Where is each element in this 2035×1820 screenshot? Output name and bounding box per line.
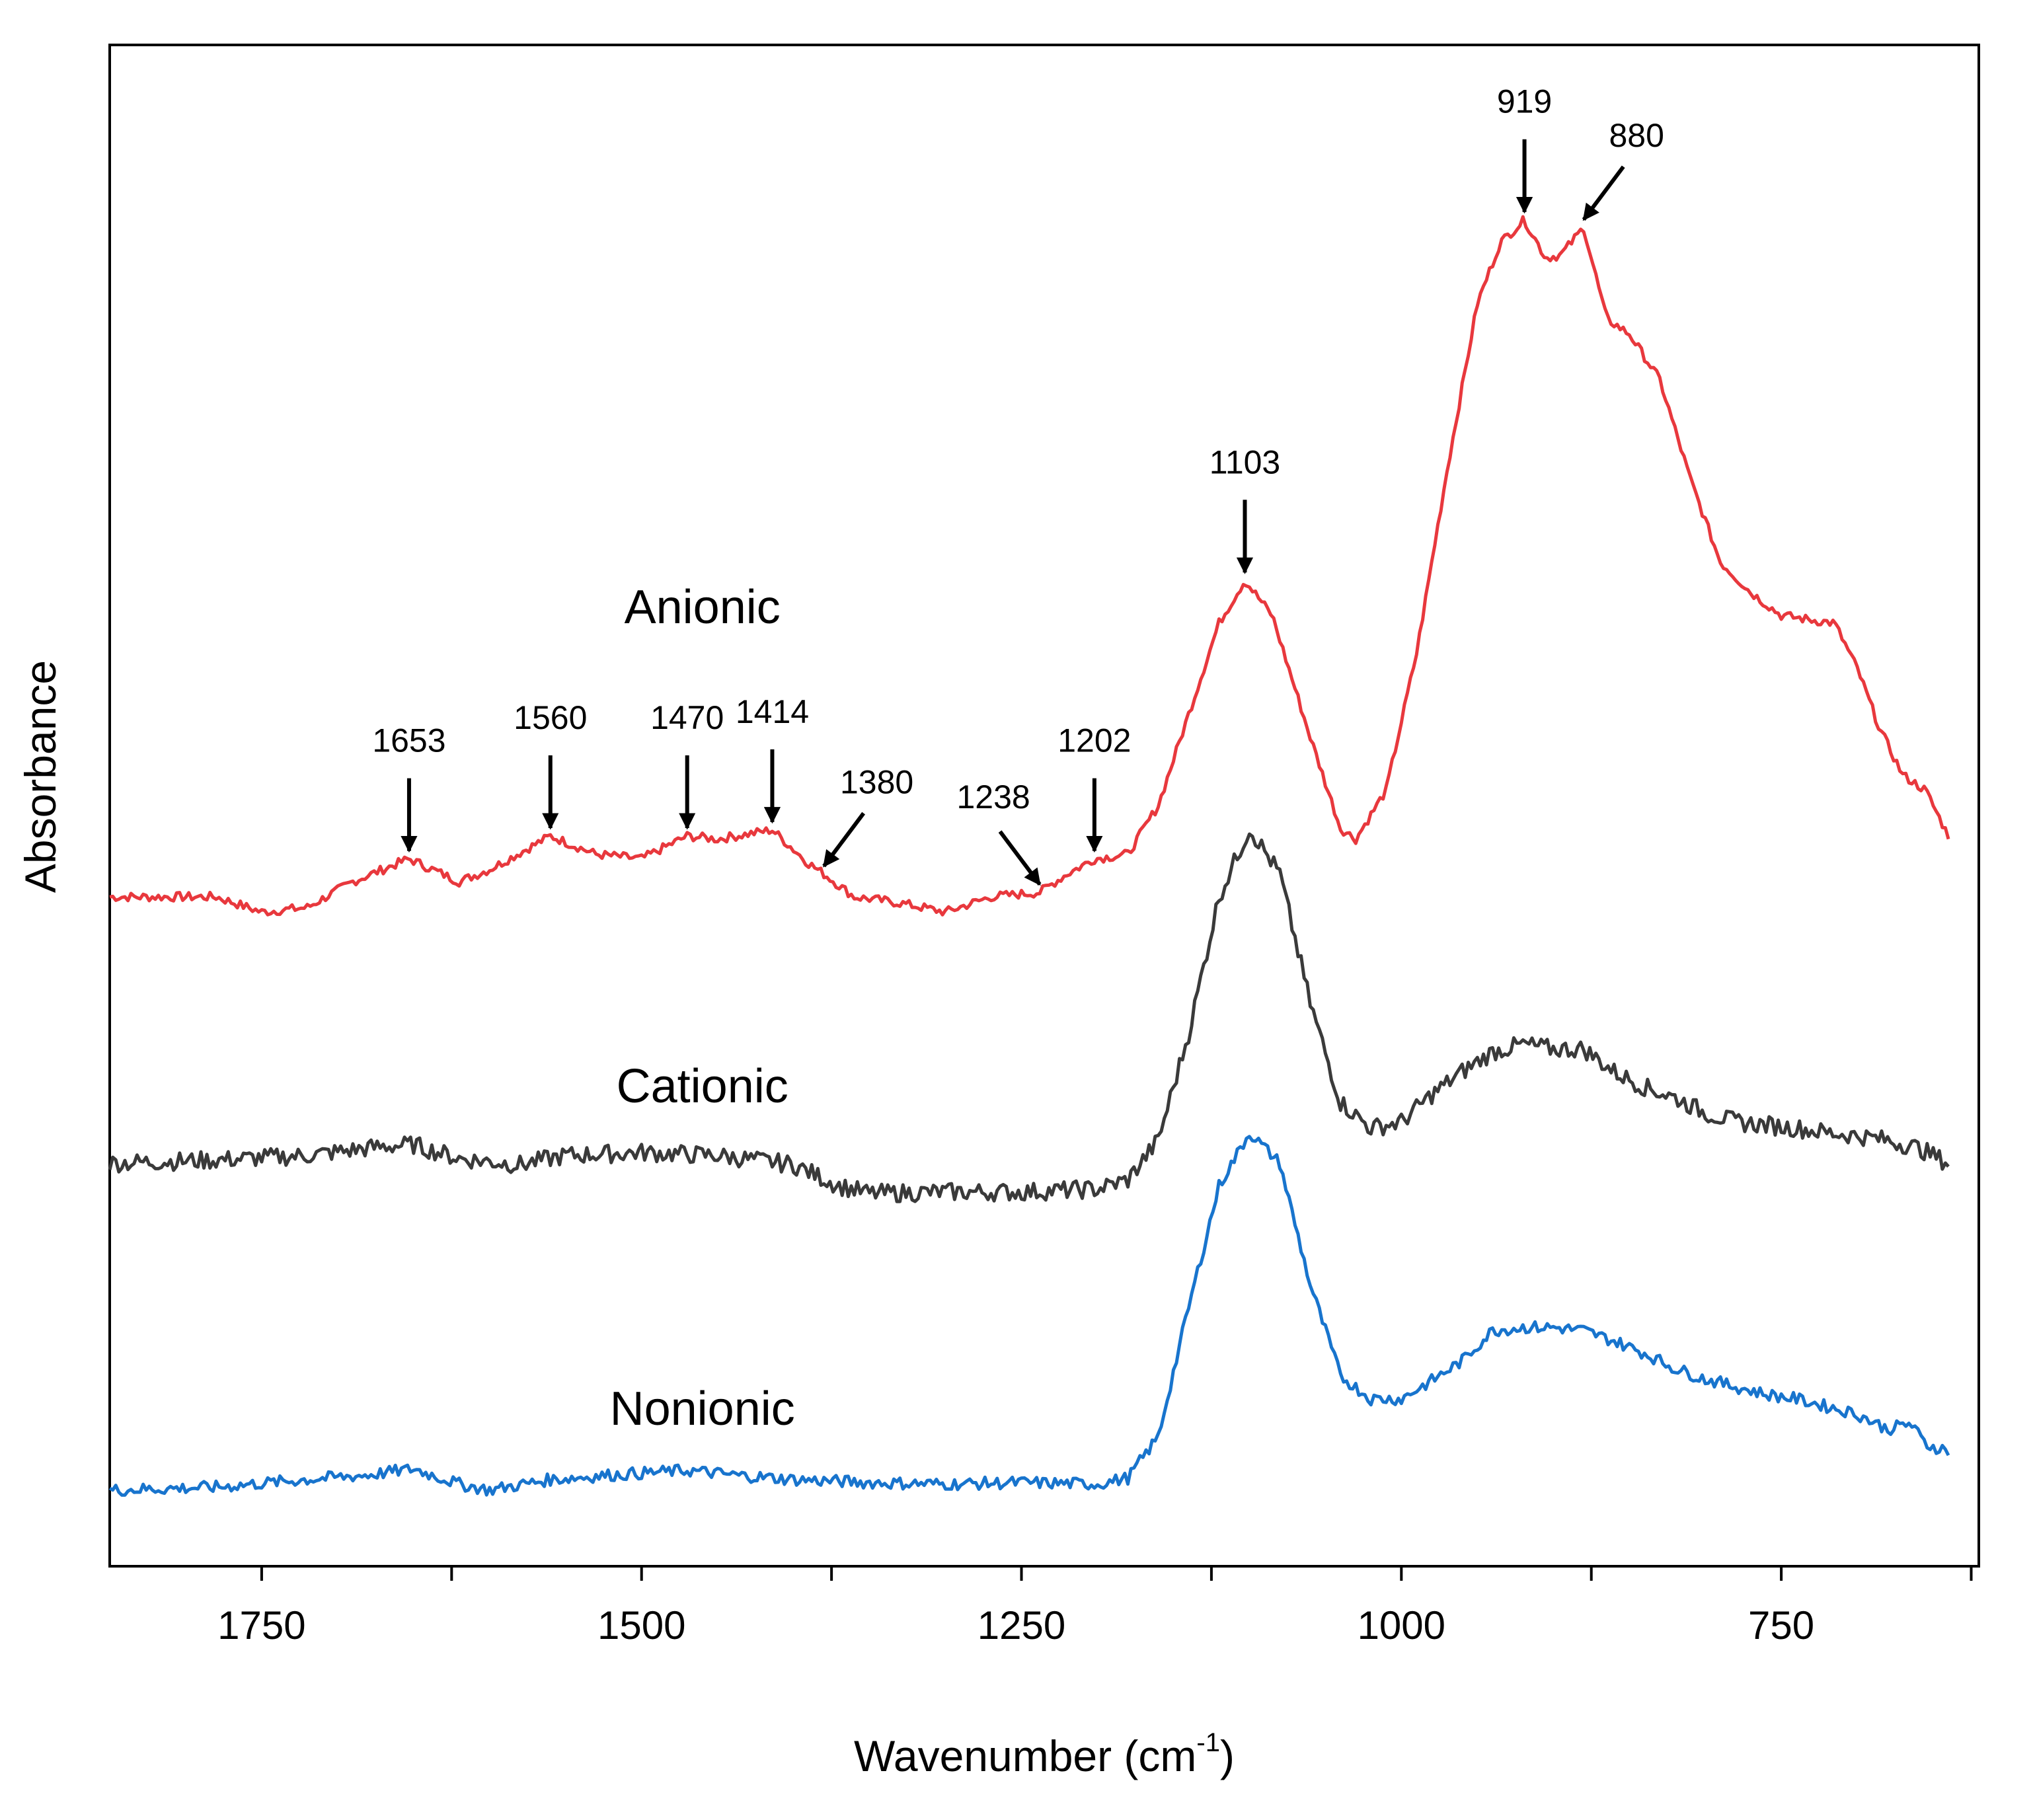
peak-label-1653: 1653	[372, 722, 445, 759]
peak-label-1414: 1414	[736, 693, 809, 730]
series-line-nonionic	[108, 1135, 1950, 1497]
x-tick-label: 750	[1748, 1603, 1814, 1648]
series-line-anionic	[109, 215, 1950, 917]
series-layer	[108, 215, 1950, 1497]
x-tick-label: 1000	[1358, 1603, 1445, 1648]
series-line-cationic	[108, 832, 1950, 1203]
peak-label-1238: 1238	[956, 778, 1030, 815]
peak-label-880: 880	[1609, 117, 1664, 154]
x-axis-title-main: Wavenumber (cm	[854, 1731, 1196, 1780]
peak-label-919: 919	[1497, 83, 1552, 120]
y-axis-title: Absorbance	[16, 660, 65, 893]
peak-label-1560: 1560	[514, 699, 587, 736]
peak-label-1380: 1380	[840, 764, 913, 801]
series-label-anionic: Anionic	[625, 581, 781, 634]
x-axis-ticks: 1750 1500 1250 1000 750	[217, 1566, 1973, 1648]
series-labels: Anionic Cationic Nonionic	[610, 581, 795, 1435]
peak-arrow-880	[1582, 165, 1625, 221]
x-axis-title: Wavenumber (cm-1)	[854, 1728, 1235, 1780]
peak-label-1103: 1103	[1209, 443, 1281, 480]
peak-annotations: 1653 1560 1470 1414 1380 1238 1202 1103 919 880	[372, 83, 1664, 886]
peak-arrow-1238	[998, 830, 1042, 886]
plot-frame	[108, 44, 1980, 1568]
x-axis-title-superscript: -1	[1196, 1728, 1220, 1757]
series-label-nonionic: Nonionic	[610, 1383, 795, 1435]
peak-label-1202: 1202	[1057, 722, 1131, 759]
x-tick-label: 1750	[217, 1603, 305, 1648]
x-tick-label: 1500	[597, 1603, 685, 1648]
x-axis-title-close: )	[1220, 1731, 1235, 1780]
x-tick-label: 1250	[978, 1603, 1065, 1648]
peak-arrow-1380	[822, 812, 866, 868]
series-label-cationic: Cationic	[617, 1060, 788, 1113]
peak-label-1470: 1470	[650, 699, 724, 736]
